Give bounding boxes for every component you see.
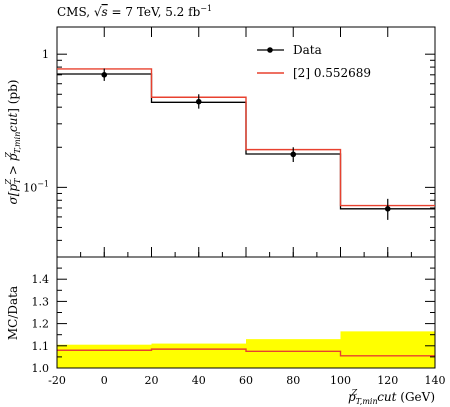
ylabel-p2-sub: T,min: [13, 132, 22, 154]
legend-data-marker: [267, 47, 273, 53]
xlabel-sub: T,min: [356, 397, 378, 406]
mc-step-line: [57, 68, 435, 207]
y-tick-label-sup: −1: [37, 179, 49, 188]
ylabel-p1-sub: T: [13, 178, 22, 184]
xlabel-p: p: [348, 390, 356, 404]
ylabel-gt: >: [6, 161, 20, 179]
main-ylabel: σ[pTZ > pT,minZcut] (pb): [4, 80, 22, 205]
xlabel-sup: Z: [351, 388, 358, 397]
legend-mc-label: [2] 0.552689: [293, 66, 371, 80]
header-s: s: [102, 5, 108, 19]
x-tick-label-6: 100: [330, 374, 351, 387]
ylabel-p1: p: [6, 184, 20, 192]
y-tick-label-0: 1: [42, 48, 49, 61]
ratio-ylabel: MC/Data: [6, 286, 20, 340]
ylabel-cut: cut: [6, 113, 20, 132]
x-tick-label-5: 80: [286, 374, 300, 387]
xlabel-unit: (GeV): [396, 390, 435, 404]
ratio-uncertainty-band: [57, 344, 152, 368]
ratio-xlabel: pT,minZ cut (GeV): [348, 388, 435, 406]
x-tick-label-1: 0: [101, 374, 108, 387]
x-tick-label-4: 60: [239, 374, 253, 387]
y-tick-label-base: 1: [42, 48, 49, 61]
data-point: [384, 206, 391, 212]
ratio-uncertainty-band: [246, 339, 341, 368]
x-tick-label-8: 140: [425, 374, 446, 387]
ylabel-p1-sup: Z: [4, 179, 13, 186]
header-sup: −1: [200, 4, 212, 13]
ratio-y-tick-label-4: 1.4: [32, 273, 50, 286]
header-post: = 7 TeV, 5.2 fb: [108, 5, 201, 19]
xlabel-cut: cut: [377, 390, 396, 404]
ylabel-p2-sup: Z: [4, 152, 13, 159]
legend: Data [2] 0.552689: [257, 43, 371, 80]
y-tick-label-base: 10: [23, 181, 37, 194]
x-tick-label-2: 20: [145, 374, 159, 387]
data-point: [290, 151, 297, 158]
ratio-panel-frame: [56, 256, 436, 369]
y-tick-label-1: 10−1: [23, 179, 49, 194]
header-pre: CMS,: [57, 5, 94, 19]
main-plot-area: 1 10−1: [23, 27, 436, 258]
ylabel-b: ] (pb): [6, 80, 20, 113]
x-tick-label-0: -20: [48, 374, 66, 387]
ratio-y-tick-label-1: 1.1: [32, 340, 50, 353]
ratio-y-tick-label-0: 1.0: [32, 362, 50, 375]
x-tick-label-7: 120: [377, 374, 398, 387]
ylabel-a: σ[: [6, 191, 20, 204]
chart-header: CMS, √s = 7 TeV, 5.2 fb−1: [57, 4, 212, 19]
ratio-y-tick-label-3: 1.3: [32, 295, 50, 308]
ratio-plot-area: -20 0 20 40 60 80 100 120 140 1.0 1.1 1.2 1.3 1.4: [32, 256, 446, 387]
ratio-uncertainty-band: [151, 343, 246, 368]
ratio-uncertainty-band: [340, 331, 435, 368]
x-tick-label-3: 40: [192, 374, 206, 387]
data-point: [101, 72, 108, 78]
header-sqrt: √: [94, 5, 102, 19]
ylabel-p2: p: [6, 153, 20, 161]
ratio-mc-line: [57, 348, 435, 357]
legend-data-label: Data: [293, 43, 322, 57]
ratio-y-tick-label-2: 1.2: [32, 318, 50, 331]
data-point: [195, 98, 202, 105]
